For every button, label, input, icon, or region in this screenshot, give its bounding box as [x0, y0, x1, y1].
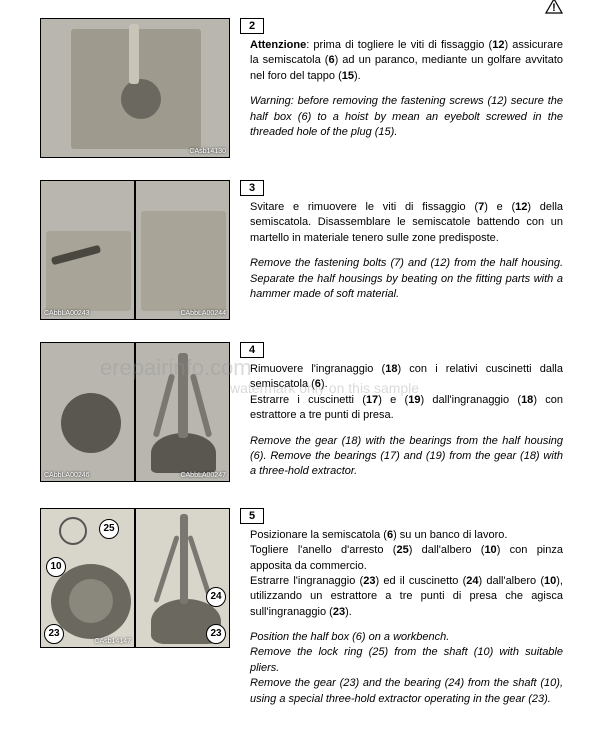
image-ref: CAbbLA00246 [44, 472, 90, 479]
italian-text: Attenzione: prima di togliere le viti di… [250, 38, 563, 84]
figure: CAsb14130 [40, 18, 230, 158]
image-ref: CAbbLA00247 [180, 472, 226, 479]
image-column: CAsb14130 [40, 18, 240, 162]
step-5: 5 25 10 23 CAsb14147 24 23 Posizionare [40, 508, 563, 717]
callout: 23 [206, 624, 226, 644]
step-3: 3 CAbbLA00243 CAbbLA00244 Svitare e rimu… [40, 180, 563, 324]
image-ref: CAsb14130 [189, 148, 226, 155]
english-text: Position the half box (6) on a workbench… [250, 630, 563, 707]
callout: 10 [46, 557, 66, 577]
step-number: 4 [240, 342, 264, 358]
step-number: 5 [240, 508, 264, 524]
italian-text: Posizionare la semiscatola (6) su un ban… [250, 528, 563, 620]
text-column: Posizionare la semiscatola (6) su un ban… [250, 528, 563, 707]
figure: CAbbLA00244 [135, 180, 230, 320]
warning-icon: ! [545, 0, 563, 17]
step-2: 2 ! CAsb14130 Attenzione: prima di togli… [40, 18, 563, 162]
figure: 25 10 23 CAsb14147 [40, 508, 135, 648]
image-column: CAbbLA00243 CAbbLA00244 [40, 180, 240, 324]
figure: CAbbLA00246 [40, 342, 135, 482]
image-ref: CAbbLA00243 [44, 310, 90, 317]
text-column: Attenzione: prima di togliere le viti di… [250, 38, 563, 140]
step-4: 4 CAbbLA00246 CAbbLA00247 Rimuovere l'in… [40, 342, 563, 490]
text-column: Rimuovere l'ingranaggio (18) con i relat… [250, 362, 563, 480]
english-text: Remove the gear (18) with the bearings f… [250, 434, 563, 480]
callout: 23 [44, 624, 64, 644]
italian-text: Rimuovere l'ingranaggio (18) con i relat… [250, 362, 563, 424]
figure: CAbbLA00247 [135, 342, 230, 482]
step-number: 3 [240, 180, 264, 196]
figure: 24 23 [135, 508, 230, 648]
image-ref: CAsb14147 [94, 638, 131, 645]
english-text: Warning: before removing the fastening s… [250, 94, 563, 140]
italian-text: Svitare e rimuovere le viti di fissaggio… [250, 200, 563, 246]
image-column: CAbbLA00246 CAbbLA00247 [40, 342, 240, 486]
image-ref: CAbbLA00244 [180, 310, 226, 317]
svg-text:!: ! [552, 2, 556, 14]
image-column: 25 10 23 CAsb14147 24 23 [40, 508, 240, 652]
text-column: Svitare e rimuovere le viti di fissaggio… [250, 200, 563, 302]
step-number: 2 [240, 18, 264, 34]
callout: 24 [206, 587, 226, 607]
figure: CAbbLA00243 [40, 180, 135, 320]
english-text: Remove the fastening bolts (7) and (12) … [250, 256, 563, 302]
callout: 25 [99, 519, 119, 539]
